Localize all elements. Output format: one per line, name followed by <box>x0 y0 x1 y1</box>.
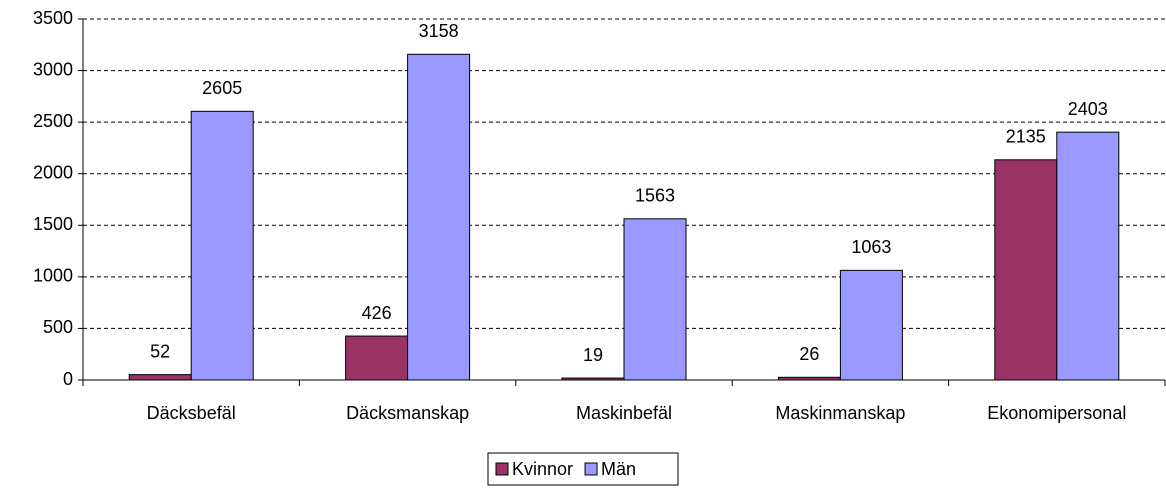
legend-swatch <box>495 462 509 476</box>
value-label: 3158 <box>419 21 459 41</box>
x-tick-label: Däcksbefäl <box>147 403 236 423</box>
value-label: 1063 <box>851 237 891 257</box>
value-label: 2403 <box>1068 99 1108 119</box>
y-tick-label: 500 <box>43 317 73 337</box>
bar <box>345 335 409 381</box>
value-label: 19 <box>583 345 603 365</box>
y-tick-label: 2000 <box>33 162 73 182</box>
legend-label: Kvinnor <box>512 459 573 479</box>
y-tick-label: 3000 <box>33 59 73 79</box>
bar <box>623 218 687 381</box>
value-label: 52 <box>150 341 170 361</box>
value-label: 2605 <box>202 78 242 98</box>
bar <box>407 53 471 381</box>
x-tick-label: Maskinbefäl <box>576 403 672 423</box>
x-tick-label: Maskinmanskap <box>775 403 905 423</box>
y-tick-label: 0 <box>63 369 73 389</box>
legend-swatch <box>584 462 598 476</box>
bar <box>839 269 903 381</box>
value-label: 1563 <box>635 186 675 206</box>
bar <box>190 110 254 381</box>
value-label: 26 <box>799 344 819 364</box>
bar <box>1056 131 1120 381</box>
y-tick-label: 3500 <box>33 8 73 28</box>
bar <box>994 159 1058 381</box>
value-label: 426 <box>362 303 392 323</box>
bar <box>128 374 192 381</box>
legend-label: Män <box>601 459 636 479</box>
value-label: 2135 <box>1006 127 1046 147</box>
legend-box <box>487 452 679 486</box>
y-tick-label: 2500 <box>33 111 73 131</box>
x-tick-label: Däcksmanskap <box>346 403 469 423</box>
y-tick-label: 1500 <box>33 214 73 234</box>
y-tick-label: 1000 <box>33 266 73 286</box>
x-tick-label: Ekonomipersonal <box>987 403 1126 423</box>
